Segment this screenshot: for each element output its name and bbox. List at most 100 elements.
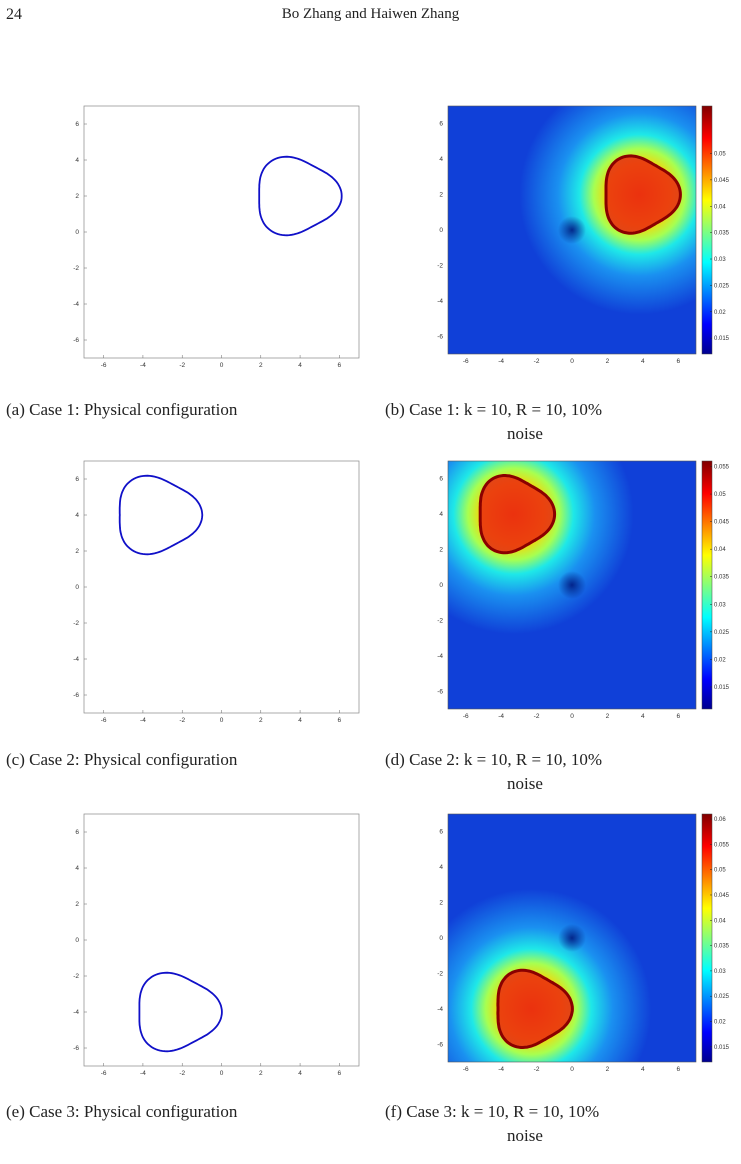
config-y-tick-label: -6 [73, 1045, 79, 1052]
config-x-tick-label: -4 [140, 362, 146, 369]
recon-y-tick-label: 4 [439, 864, 443, 871]
obstacle-boundary-curve [138, 971, 223, 1053]
caption-b-line2: noise [507, 424, 543, 443]
reconstructed-obstacle-edge [478, 474, 557, 555]
config-plot-case3: -6 -4 -2 0 2 4 6 6 4 2 0 -2 -4 -6 [73, 813, 360, 1077]
recon-x-tick-label: -4 [498, 358, 504, 365]
colorbar-tick-label: 0.02 [714, 1020, 726, 1026]
config-x-tick-label: 2 [259, 1070, 263, 1077]
colorbar-tick-label: 0.045 [714, 178, 730, 184]
recon-x-tick-label: 0 [570, 713, 574, 720]
colorbar-tick-label: 0.02 [714, 657, 726, 663]
config-y-tick-label: 4 [75, 512, 79, 519]
config-y-tick-label: 4 [75, 865, 79, 872]
recon-y-tick-label: -4 [437, 653, 443, 660]
config-y-tick-label: 2 [75, 548, 79, 555]
recon-x-tick-label: 6 [676, 1066, 680, 1073]
recon-y-tick-label: -2 [437, 617, 443, 624]
reconstructed-obstacle-fill [480, 475, 555, 553]
config-y-tick-label: -2 [73, 265, 79, 272]
colorbar-tick-label: 0.05 [714, 151, 726, 157]
recon-y-tick-label: -6 [437, 1041, 443, 1048]
config-x-tick-label: -6 [101, 1070, 107, 1077]
recon-x-tick-label: -2 [534, 358, 540, 365]
config-y-tick-label: -6 [73, 337, 79, 344]
recon-y-tick-label: 6 [439, 476, 443, 483]
recon-x-tick-label: 4 [641, 1066, 645, 1073]
recon-y-tick-label: 0 [439, 582, 443, 589]
config-x-tick-label: -2 [179, 717, 185, 724]
plot-frame [83, 460, 360, 714]
recon-y-tick-label: -4 [437, 1006, 443, 1013]
config-y-tick-label: -4 [73, 1009, 79, 1016]
config-y-tick-label: 4 [75, 157, 79, 164]
caption-d-line1: (d) Case 2: k = 10, R = 10, 10% [385, 750, 603, 769]
colorbar-tick-label: 0.025 [714, 283, 730, 289]
recon-x-tick-label: -6 [463, 713, 469, 720]
colorbar [701, 105, 713, 355]
config-x-tick-label: 0 [220, 717, 224, 724]
config-x-tick-label: 6 [338, 1070, 342, 1077]
recon-plot-case1: -6 -4 -2 0 2 4 6 6 4 2 0 -2 -4 -6 0.05 0.045 0.04 0.035 0.… [437, 105, 730, 365]
reconstructed-obstacle-fill [606, 155, 681, 234]
recon-plot-case3: -6 -4 -2 0 2 4 6 6 4 2 0 -2 -4 -6 0.06 0.055 0.05 0.045 0.… [437, 813, 730, 1073]
recon-y-tick-label: 2 [439, 547, 443, 554]
config-x-tick-label: 4 [298, 1070, 302, 1077]
obstacle-boundary-curve [258, 155, 343, 237]
config-y-tick-label: 2 [75, 193, 79, 200]
recon-y-tick-label: -2 [437, 970, 443, 977]
colorbar-tick-label: 0.055 [714, 842, 730, 848]
recon-y-tick-label: 0 [439, 227, 443, 234]
recon-x-tick-label: 6 [676, 713, 680, 720]
caption-f-line2: noise [507, 1126, 543, 1145]
recon-y-tick-label: 2 [439, 900, 443, 907]
colorbar-tick-label: 0.015 [714, 1045, 730, 1051]
colorbar-tick-label: 0.055 [714, 465, 730, 471]
plot-frame [83, 813, 360, 1067]
recon-y-tick-label: -6 [437, 688, 443, 695]
colorbar-tick-label: 0.06 [714, 817, 726, 823]
recon-y-tick-label: 2 [439, 192, 443, 199]
colorbar-tick-label: 0.03 [714, 969, 726, 975]
colorbar-tick-label: 0.04 [714, 204, 726, 210]
config-y-tick-label: 6 [75, 829, 79, 836]
reconstructed-obstacle-edge [496, 968, 574, 1049]
config-x-tick-label: -6 [101, 717, 107, 724]
config-plot-case1: -6 -4 -2 0 2 4 6 6 4 2 0 -2 -4 -6 [73, 105, 360, 369]
origin-dark-spot [558, 571, 586, 599]
caption-b-line1: (b) Case 1: k = 10, R = 10, 10% [385, 400, 603, 419]
recon-x-tick-label: 2 [606, 1066, 610, 1073]
recon-y-tick-label: -4 [437, 298, 443, 305]
recon-y-tick-label: 4 [439, 511, 443, 518]
colorbar-tick-label: 0.035 [714, 575, 730, 581]
caption-d: (d) Case 2: k = 10, R = 10, 10% noise [385, 748, 705, 796]
heatmap-frame [447, 105, 697, 355]
recon-x-tick-label: 2 [606, 358, 610, 365]
recon-x-tick-label: -4 [498, 713, 504, 720]
recon-y-tick-label: 0 [439, 935, 443, 942]
recon-y-tick-label: -6 [437, 333, 443, 340]
config-x-tick-label: 0 [220, 1070, 224, 1077]
recon-x-tick-label: 4 [641, 358, 645, 365]
colorbar-tick-label: 0.04 [714, 547, 726, 553]
recon-x-tick-label: 6 [676, 358, 680, 365]
colorbar-tick-label: 0.035 [714, 231, 730, 237]
config-x-tick-label: 0 [220, 362, 224, 369]
recon-x-tick-label: -2 [534, 1066, 540, 1073]
colorbar-tick-label: 0.04 [714, 918, 726, 924]
config-y-tick-label: 0 [75, 937, 79, 944]
heatmap-frame [447, 460, 697, 710]
recon-y-tick-label: 6 [439, 121, 443, 128]
caption-a: (a) Case 1: Physical configuration [6, 400, 238, 419]
plot-frame [83, 105, 360, 359]
recon-x-tick-label: -4 [498, 1066, 504, 1073]
caption-d-line2: noise [507, 774, 543, 793]
config-y-tick-label: 0 [75, 584, 79, 591]
caption-e: (e) Case 3: Physical configuration [6, 1102, 238, 1121]
config-x-tick-label: -6 [101, 362, 107, 369]
recon-x-tick-label: 2 [606, 713, 610, 720]
colorbar-tick-label: 0.05 [714, 868, 726, 874]
heatmap-frame [447, 813, 697, 1063]
caption-b: (b) Case 1: k = 10, R = 10, 10% noise [385, 398, 705, 446]
caption-c: (c) Case 2: Physical configuration [6, 750, 238, 769]
